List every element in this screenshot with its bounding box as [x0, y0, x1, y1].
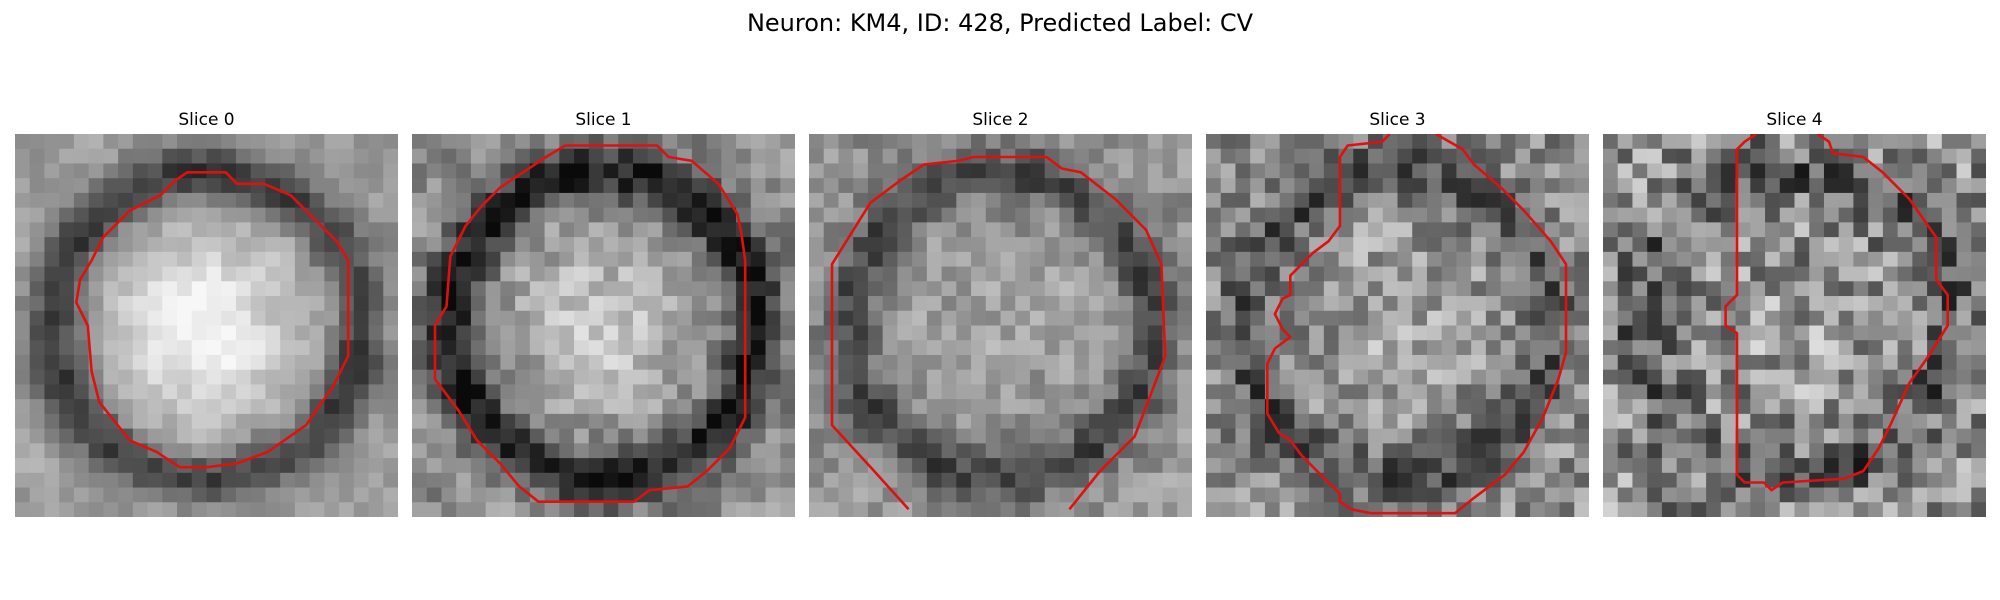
pixel-grid: [1603, 134, 1986, 517]
segmentation-contour: [74, 170, 350, 469]
slice-image-0: [15, 134, 398, 517]
segmentation-contour: [1724, 134, 1950, 492]
pixel-grid: [809, 134, 1192, 517]
slice-title-1: Slice 1: [575, 110, 632, 130]
segmentation-contour: [830, 155, 1167, 511]
pixel-grid: [412, 134, 795, 517]
segmentation-contour: [433, 144, 747, 504]
slice-title-2: Slice 2: [972, 110, 1029, 130]
figure-title: Neuron: KM4, ID: 428, Predicted Label: C…: [746, 9, 1254, 37]
segmentation-contour: [1265, 134, 1568, 515]
slice-image-1: [412, 134, 795, 517]
pixel-grid: [15, 134, 398, 517]
slice-title-4: Slice 4: [1766, 110, 1823, 130]
slice-title-3: Slice 3: [1369, 110, 1426, 130]
slice-image-2: [809, 134, 1192, 517]
slice-image-3: [1206, 134, 1589, 517]
pixel-grid: [1206, 134, 1589, 517]
slice-title-0: Slice 0: [178, 110, 235, 130]
slice-image-4: [1603, 134, 1986, 517]
